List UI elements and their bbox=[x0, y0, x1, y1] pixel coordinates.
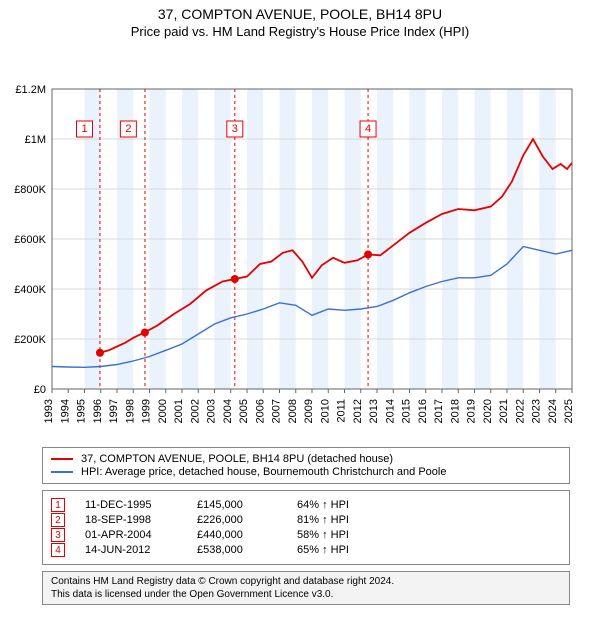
svg-text:2016: 2016 bbox=[417, 399, 429, 423]
svg-text:4: 4 bbox=[365, 123, 371, 135]
table-row: 2 18-SEP-1998 £226,000 81% ↑ HPI bbox=[51, 513, 561, 527]
svg-text:1: 1 bbox=[81, 123, 87, 135]
svg-text:£1M: £1M bbox=[25, 134, 46, 146]
svg-text:2012: 2012 bbox=[352, 399, 364, 423]
svg-text:£800K: £800K bbox=[14, 184, 46, 196]
svg-text:2014: 2014 bbox=[384, 399, 396, 423]
price-chart: £0 £200K £400K £600K £800K £1M £1.2M 1 2 3 4 1993 19… bbox=[0, 39, 600, 441]
svg-text:2023: 2023 bbox=[531, 399, 543, 423]
footer-line: Contains HM Land Registry data © Crown c… bbox=[51, 575, 561, 588]
svg-text:1999: 1999 bbox=[141, 399, 153, 423]
row-date: 18-SEP-1998 bbox=[85, 514, 177, 526]
row-pct: 65% ↑ HPI bbox=[297, 544, 561, 556]
footer-line: This data is licensed under the Open Gov… bbox=[51, 588, 561, 601]
svg-text:2022: 2022 bbox=[514, 399, 526, 423]
legend-label: 37, COMPTON AVENUE, POOLE, BH14 8PU (det… bbox=[81, 453, 393, 465]
license-footer: Contains HM Land Registry data © Crown c… bbox=[42, 571, 570, 605]
svg-text:£0: £0 bbox=[34, 384, 46, 396]
svg-text:£1.2M: £1.2M bbox=[15, 84, 46, 96]
row-price: £440,000 bbox=[197, 529, 277, 541]
chart-title-sub: Price paid vs. HM Land Registry's House … bbox=[0, 24, 600, 39]
legend-label: HPI: Average price, detached house, Bour… bbox=[81, 466, 446, 478]
svg-text:2008: 2008 bbox=[287, 399, 299, 423]
row-marker: 3 bbox=[51, 528, 65, 542]
table-row: 3 01-APR-2004 £440,000 58% ↑ HPI bbox=[51, 528, 561, 542]
svg-text:2002: 2002 bbox=[189, 399, 201, 423]
svg-text:£600K: £600K bbox=[14, 234, 46, 246]
svg-text:£400K: £400K bbox=[14, 284, 46, 296]
svg-text:1997: 1997 bbox=[108, 399, 120, 423]
svg-text:2007: 2007 bbox=[271, 399, 283, 423]
transactions-table: 1 11-DEC-1995 £145,000 64% ↑ HPI 2 18-SE… bbox=[42, 490, 570, 565]
row-date: 01-APR-2004 bbox=[85, 529, 177, 541]
svg-text:2010: 2010 bbox=[319, 399, 331, 423]
svg-text:2025: 2025 bbox=[563, 399, 575, 423]
row-marker: 4 bbox=[51, 543, 65, 557]
svg-text:2005: 2005 bbox=[238, 399, 250, 423]
svg-text:2: 2 bbox=[125, 123, 131, 135]
svg-text:2019: 2019 bbox=[466, 399, 478, 423]
chart-container: 37, COMPTON AVENUE, POOLE, BH14 8PU Pric… bbox=[0, 0, 600, 605]
svg-text:2013: 2013 bbox=[368, 399, 380, 423]
row-marker: 1 bbox=[51, 498, 65, 512]
legend-item: HPI: Average price, detached house, Bour… bbox=[51, 466, 561, 478]
svg-text:1995: 1995 bbox=[76, 399, 88, 423]
svg-text:2001: 2001 bbox=[173, 399, 185, 423]
legend-item: 37, COMPTON AVENUE, POOLE, BH14 8PU (det… bbox=[51, 453, 561, 465]
row-price: £145,000 bbox=[197, 499, 277, 511]
table-row: 4 14-JUN-2012 £538,000 65% ↑ HPI bbox=[51, 543, 561, 557]
svg-text:2024: 2024 bbox=[547, 399, 559, 423]
svg-text:2018: 2018 bbox=[449, 399, 461, 423]
svg-text:2003: 2003 bbox=[206, 399, 218, 423]
svg-text:2009: 2009 bbox=[303, 399, 315, 423]
legend-swatch bbox=[51, 458, 73, 460]
row-date: 14-JUN-2012 bbox=[85, 544, 177, 556]
svg-text:£200K: £200K bbox=[14, 334, 46, 346]
chart-titles: 37, COMPTON AVENUE, POOLE, BH14 8PU Pric… bbox=[0, 0, 600, 39]
row-marker: 2 bbox=[51, 513, 65, 527]
svg-text:2011: 2011 bbox=[336, 399, 348, 423]
svg-text:2020: 2020 bbox=[482, 399, 494, 423]
row-pct: 58% ↑ HPI bbox=[297, 529, 561, 541]
svg-text:2006: 2006 bbox=[254, 399, 266, 423]
chart-title-address: 37, COMPTON AVENUE, POOLE, BH14 8PU bbox=[0, 6, 600, 22]
svg-text:1993: 1993 bbox=[43, 399, 55, 423]
row-pct: 64% ↑ HPI bbox=[297, 499, 561, 511]
row-price: £538,000 bbox=[197, 544, 277, 556]
svg-text:2015: 2015 bbox=[401, 399, 413, 423]
row-date: 11-DEC-1995 bbox=[85, 499, 177, 511]
row-price: £226,000 bbox=[197, 514, 277, 526]
svg-text:2021: 2021 bbox=[498, 399, 510, 423]
chart-legend: 37, COMPTON AVENUE, POOLE, BH14 8PU (det… bbox=[42, 447, 570, 484]
svg-text:2017: 2017 bbox=[433, 399, 445, 423]
svg-text:1998: 1998 bbox=[124, 399, 136, 423]
svg-text:1996: 1996 bbox=[92, 399, 104, 423]
svg-text:2000: 2000 bbox=[157, 399, 169, 423]
svg-text:2004: 2004 bbox=[222, 399, 234, 423]
table-row: 1 11-DEC-1995 £145,000 64% ↑ HPI bbox=[51, 498, 561, 512]
svg-text:3: 3 bbox=[232, 123, 238, 135]
svg-text:1994: 1994 bbox=[59, 399, 71, 423]
legend-swatch bbox=[51, 471, 73, 473]
row-pct: 81% ↑ HPI bbox=[297, 514, 561, 526]
